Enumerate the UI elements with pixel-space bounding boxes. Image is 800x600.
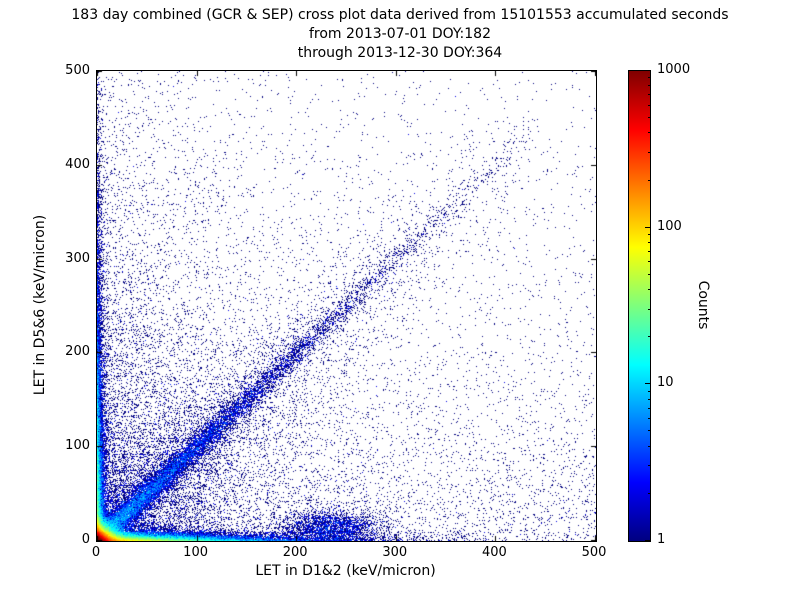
colorbar-tick-mark [648,430,651,431]
chart-title: 183 day combined (GCR & SEP) cross plot … [0,6,800,63]
y-tick-label: 0 [81,532,90,547]
colorbar-tick-mark [648,493,651,494]
colorbar-tick-label: 1000 [657,62,691,77]
x-tick-label: 100 [183,545,208,560]
x-tick-label: 500 [581,545,607,560]
colorbar-tick-mark [648,309,651,310]
y-axis-label: LET in D5&6 (keV/micron) [32,214,48,396]
chart-title-line1: 183 day combined (GCR & SEP) cross plot … [71,7,729,23]
colorbar-tick-mark [648,180,651,181]
colorbar-tick-mark [648,261,651,262]
x-tick-label: 200 [282,545,308,560]
colorbar-tick-mark [648,117,651,118]
colorbar-tick-mark [648,465,651,466]
x-tick-label: 0 [91,545,101,560]
colorbar-tick-label: 10 [657,375,674,390]
y-tick-label: 400 [65,156,90,172]
y-tick-label: 500 [65,63,90,78]
colorbar-tick-mark [648,399,651,400]
colorbar-tick-mark [648,152,651,153]
colorbar-tick-mark [645,383,651,384]
colorbar-tick-mark [648,391,651,392]
chart-title-line3: through 2013-12-30 DOY:364 [297,45,503,61]
y-tick-label: 200 [65,344,90,360]
plot-canvas [97,71,596,541]
x-axis-label: LET in D1&2 (keV/micron) [255,563,436,579]
y-tick-label: 100 [65,438,90,454]
colorbar-tick-mark [648,77,651,78]
colorbar-tick-mark [648,446,651,447]
plot-area [96,70,597,542]
colorbar-tick-label: 100 [657,219,682,234]
colorbar-tick-mark [648,418,651,419]
colorbar-tick-mark [648,408,651,409]
colorbar-tick-mark [645,227,651,228]
y-tick-label: 300 [65,250,90,266]
colorbar-tick-mark [648,94,651,95]
chart-title-line2: from 2013-07-01 DOY:182 [308,26,491,42]
colorbar-tick-mark [648,289,651,290]
colorbar-tick-mark [648,251,651,252]
x-tick-label: 300 [382,545,408,560]
colorbar-tick-mark [648,336,651,337]
colorbar-tick-mark [648,132,651,133]
colorbar-tick-mark [648,242,651,243]
x-tick-label: 400 [481,545,507,560]
colorbar-tick-mark [645,70,651,71]
colorbar-tick-mark [648,105,651,106]
colorbar-tick-mark [648,234,651,235]
colorbar-tick-mark [645,540,651,541]
colorbar-tick-label: 1 [657,532,666,547]
colorbar [628,70,651,542]
colorbar-tick-mark [648,274,651,275]
colorbar-tick-mark [648,85,651,86]
colorbar-label: Counts [695,280,711,330]
